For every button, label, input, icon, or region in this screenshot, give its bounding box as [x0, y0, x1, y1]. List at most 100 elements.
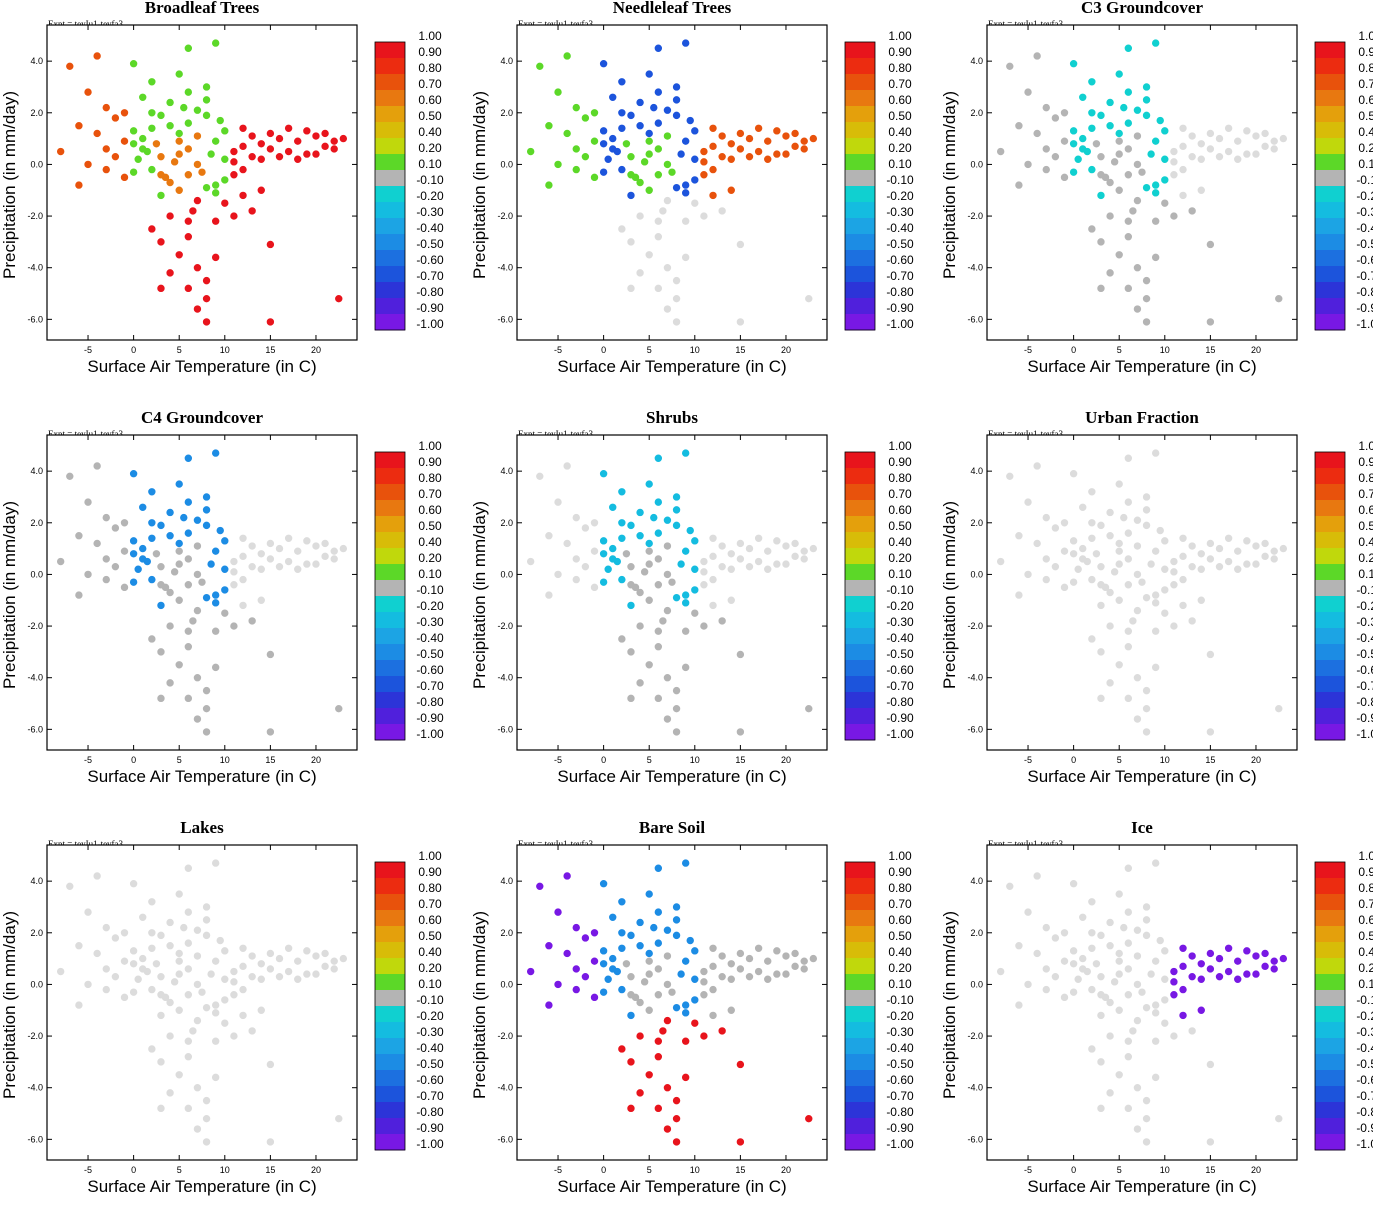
panel-title: Bare Soil	[638, 818, 706, 837]
data-point	[1097, 1058, 1105, 1066]
colorbar-bin	[845, 894, 875, 911]
colorbar-bin	[1315, 580, 1345, 597]
y-tick-label: 2.0	[30, 108, 43, 118]
data-point	[1006, 472, 1014, 481]
data-point	[221, 199, 229, 207]
colorbar-tick-label: -0.10	[886, 173, 914, 187]
data-point	[102, 575, 110, 584]
data-point	[1142, 96, 1151, 104]
data-point	[1179, 165, 1187, 174]
colorbar-tick-label: 0.10	[888, 157, 912, 171]
data-point	[166, 508, 174, 517]
data-point	[1006, 62, 1014, 71]
data-point	[1115, 70, 1123, 78]
x-axis-label: Surface Air Temperature (in C)	[87, 357, 317, 376]
data-point	[1115, 1071, 1123, 1079]
colorbar-bin	[375, 1102, 405, 1119]
data-point	[700, 158, 708, 166]
colorbar-tick-label: 1.00	[888, 849, 912, 863]
data-point	[239, 944, 247, 952]
data-point	[166, 622, 174, 630]
data-point	[266, 949, 275, 958]
data-point	[239, 142, 247, 151]
data-point	[1133, 516, 1142, 524]
x-tick-label: 10	[1160, 345, 1170, 355]
x-tick-label: 5	[1117, 345, 1122, 355]
data-point	[257, 155, 265, 163]
data-point	[1124, 1053, 1133, 1061]
data-point	[1156, 936, 1164, 945]
scatter-panel: Broadleaf Trees Expt = teyIu1-teyfa3 Surfa…	[0, 0, 458, 410]
data-point	[202, 686, 211, 695]
data-point	[599, 578, 608, 586]
colorbar-bin	[845, 90, 875, 107]
data-point	[248, 972, 256, 981]
data-point	[1188, 952, 1196, 960]
data-point	[1079, 965, 1087, 973]
colorbar-bin	[375, 894, 405, 911]
data-point	[581, 562, 590, 571]
data-point	[193, 196, 202, 205]
data-point	[1170, 557, 1178, 566]
data-point	[686, 526, 694, 535]
data-point	[1151, 137, 1160, 145]
data-point	[1115, 150, 1123, 158]
colorbar-tick-label: 0.90	[888, 455, 912, 469]
data-point	[120, 583, 129, 592]
data-point	[221, 127, 229, 135]
data-point	[1074, 565, 1082, 573]
data-point	[1106, 212, 1114, 220]
data-point	[782, 560, 790, 568]
data-point	[672, 1096, 681, 1105]
data-point	[718, 132, 726, 140]
data-point	[1115, 186, 1123, 194]
data-point	[148, 488, 156, 496]
y-tick-label: -6.0	[967, 724, 983, 734]
data-point	[663, 570, 672, 579]
data-point	[129, 550, 138, 558]
colorbar-bin	[1315, 676, 1345, 693]
data-point	[663, 106, 672, 114]
data-point	[1261, 949, 1269, 958]
plot-frame	[46, 844, 358, 1161]
data-point	[1069, 140, 1078, 148]
data-point	[1088, 898, 1096, 906]
colorbar-tick-label: -1.00	[1356, 727, 1373, 741]
colorbar-frame	[374, 451, 406, 741]
data-point	[1060, 173, 1069, 182]
colorbar-bin	[845, 862, 875, 879]
data-point	[294, 155, 302, 163]
colorbar-tick-label: 0.40	[418, 535, 442, 549]
data-point	[1147, 150, 1155, 158]
y-tick-label: 4.0	[970, 56, 983, 66]
data-point	[1133, 1016, 1142, 1025]
data-point	[1215, 152, 1224, 161]
y-tick-label: -6.0	[27, 1134, 43, 1144]
data-point	[709, 165, 717, 174]
data-point	[754, 967, 763, 976]
data-point	[764, 957, 772, 965]
y-tick-label: -2.0	[967, 211, 983, 221]
colorbar-bin	[1315, 452, 1345, 469]
data-point	[572, 575, 580, 584]
data-point	[330, 547, 338, 555]
data-point	[202, 931, 211, 940]
data-point	[654, 498, 663, 506]
colorbar-bin	[845, 612, 875, 629]
y-tick-label: -4.0	[27, 263, 43, 273]
data-point	[230, 568, 238, 576]
data-point	[545, 591, 553, 599]
colorbar-bin	[845, 218, 875, 235]
scatter-panel: C3 Groundcover Expt = teyIu1-teyfa3 Surfac…	[940, 0, 1373, 410]
data-point	[1051, 972, 1060, 981]
colorbar-tick-label: -0.90	[1356, 301, 1373, 315]
data-point	[321, 552, 329, 561]
data-point	[294, 975, 302, 983]
colorbar-tick-label: 0.50	[418, 519, 442, 533]
data-point	[663, 1016, 672, 1025]
colorbar-tick-label: -0.20	[1356, 1009, 1373, 1023]
y-tick-label: -4.0	[967, 673, 983, 683]
data-point	[645, 186, 653, 194]
data-point	[736, 650, 745, 659]
data-point	[330, 145, 338, 153]
